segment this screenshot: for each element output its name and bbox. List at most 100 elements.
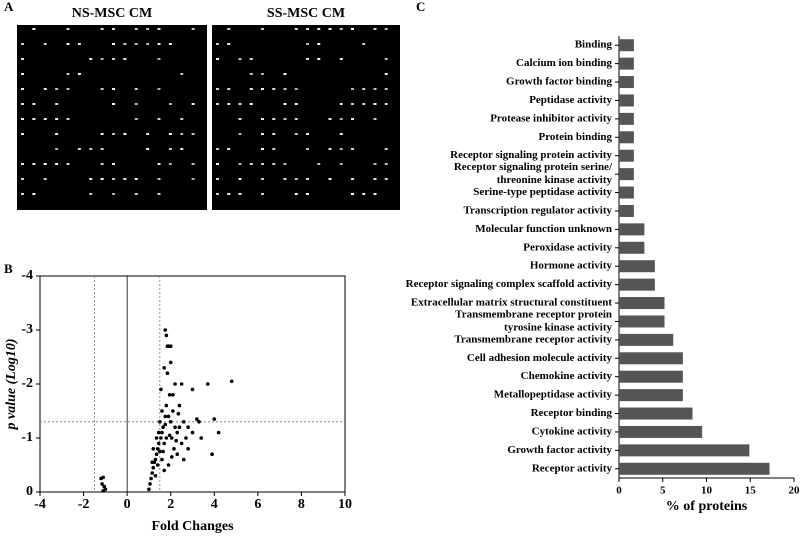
spot bbox=[100, 148, 104, 150]
spot bbox=[216, 88, 219, 90]
y-tick-label: 0 bbox=[26, 484, 33, 499]
spot bbox=[66, 43, 70, 45]
spot bbox=[180, 148, 184, 150]
spot bbox=[261, 163, 264, 165]
category-label: Hormone activity bbox=[530, 260, 613, 272]
spot bbox=[134, 178, 138, 180]
spot bbox=[146, 28, 150, 30]
category-label: Growth factor activity bbox=[507, 444, 612, 456]
spot bbox=[373, 28, 377, 30]
spot bbox=[89, 193, 93, 195]
x-tick-label: 0 bbox=[616, 485, 622, 497]
spot bbox=[351, 118, 354, 120]
spot bbox=[180, 73, 184, 75]
bar bbox=[619, 149, 634, 162]
spot bbox=[134, 118, 138, 120]
point bbox=[153, 474, 158, 478]
point bbox=[156, 441, 161, 446]
category-label: Growth factor binding bbox=[506, 76, 612, 88]
point bbox=[166, 463, 171, 467]
spot bbox=[100, 178, 104, 180]
spot bbox=[249, 103, 253, 105]
point bbox=[165, 344, 170, 349]
point bbox=[100, 482, 104, 486]
y-axis-label: p value (Log10) bbox=[4, 339, 19, 431]
bar bbox=[619, 168, 634, 181]
point bbox=[151, 447, 156, 451]
spot bbox=[249, 88, 253, 90]
point bbox=[175, 452, 180, 457]
bar bbox=[619, 76, 634, 89]
spot bbox=[227, 193, 231, 195]
spot bbox=[21, 118, 24, 120]
point bbox=[172, 447, 176, 451]
spot bbox=[384, 103, 388, 105]
spot bbox=[339, 133, 343, 135]
spot bbox=[43, 88, 47, 90]
point bbox=[164, 333, 169, 338]
point bbox=[186, 447, 190, 451]
bar bbox=[619, 223, 645, 236]
spot bbox=[66, 163, 70, 165]
point bbox=[101, 489, 105, 493]
bar bbox=[619, 444, 750, 457]
spot bbox=[43, 118, 47, 120]
point bbox=[229, 379, 234, 384]
point bbox=[168, 344, 173, 349]
category-label: Cytokine activity bbox=[532, 425, 613, 437]
spot bbox=[384, 28, 388, 30]
bar bbox=[619, 278, 655, 291]
spot bbox=[168, 163, 172, 165]
category-label: Receptor signaling protein activity bbox=[450, 149, 612, 161]
spot bbox=[216, 58, 219, 60]
point bbox=[174, 438, 178, 443]
category-label: Serine-type peptidase activity bbox=[473, 186, 612, 198]
spot bbox=[283, 88, 287, 90]
spot bbox=[55, 148, 59, 150]
spot bbox=[180, 118, 184, 120]
spot bbox=[89, 178, 93, 180]
point bbox=[171, 393, 175, 397]
bar bbox=[619, 352, 683, 365]
spot bbox=[227, 88, 231, 90]
category-label: Receptor binding bbox=[531, 407, 613, 419]
point bbox=[177, 403, 182, 408]
spot bbox=[249, 58, 253, 60]
spot bbox=[294, 178, 298, 180]
point bbox=[195, 417, 199, 421]
spot bbox=[373, 118, 377, 120]
spot bbox=[306, 43, 309, 45]
category-label: Extracellular matrix structural constitu… bbox=[411, 297, 612, 309]
spot bbox=[306, 178, 309, 180]
point bbox=[153, 457, 158, 462]
spot bbox=[261, 148, 264, 150]
x-axis-label: % of proteins bbox=[666, 499, 748, 514]
spot bbox=[112, 163, 115, 165]
x-tick-label: -4 bbox=[34, 497, 46, 512]
bar bbox=[619, 204, 634, 217]
spot bbox=[112, 58, 115, 60]
spot bbox=[180, 133, 184, 135]
point bbox=[186, 425, 190, 430]
spot bbox=[283, 163, 287, 165]
category-label: Peptidase activity bbox=[529, 94, 612, 106]
spot bbox=[21, 73, 24, 75]
point bbox=[212, 417, 217, 421]
point bbox=[164, 403, 169, 408]
spot bbox=[317, 58, 321, 60]
spot bbox=[261, 178, 264, 180]
spot bbox=[294, 88, 298, 90]
spot bbox=[168, 133, 172, 135]
spot bbox=[328, 178, 332, 180]
spot bbox=[272, 163, 276, 165]
spot bbox=[216, 103, 219, 105]
image-title: SS-MSC CM bbox=[267, 6, 345, 21]
point bbox=[163, 414, 168, 419]
spot bbox=[112, 133, 115, 135]
x-tick-label: 20 bbox=[789, 485, 800, 497]
spot bbox=[21, 88, 24, 90]
bar bbox=[619, 186, 634, 199]
point bbox=[179, 382, 184, 386]
x-tick-label: 8 bbox=[298, 497, 305, 512]
